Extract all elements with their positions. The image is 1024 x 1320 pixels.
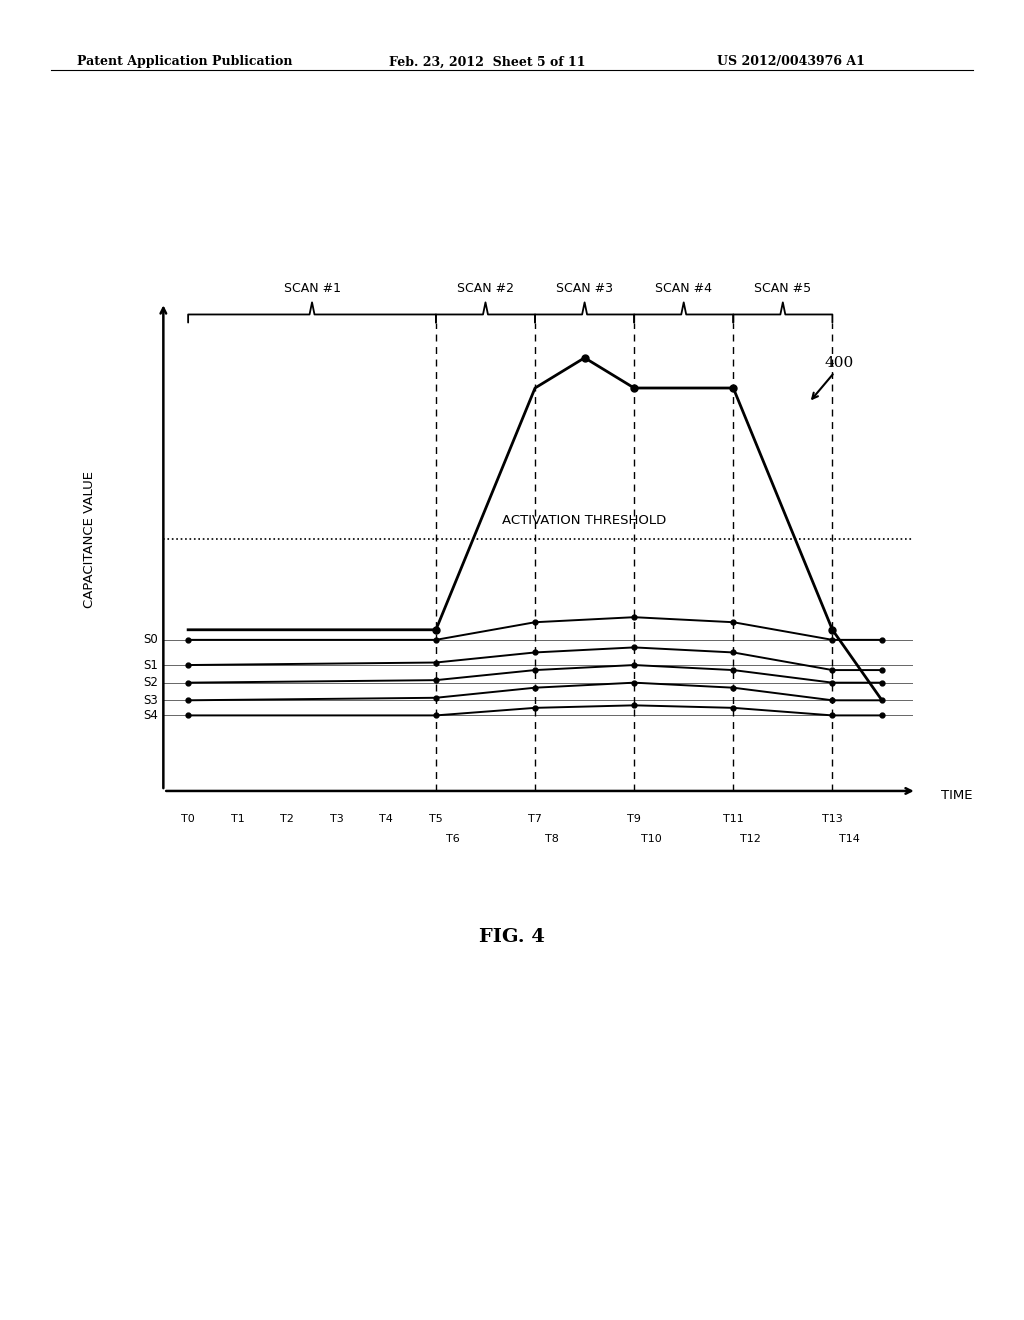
Text: T3: T3 xyxy=(330,813,344,824)
Text: T1: T1 xyxy=(230,813,245,824)
Text: T13: T13 xyxy=(822,813,843,824)
Text: 400: 400 xyxy=(824,355,854,370)
Text: TIME: TIME xyxy=(941,789,973,803)
Text: T5: T5 xyxy=(429,813,442,824)
Text: T8: T8 xyxy=(546,834,559,843)
Text: S3: S3 xyxy=(143,694,159,706)
Text: SCAN #5: SCAN #5 xyxy=(755,282,811,294)
Text: T6: T6 xyxy=(446,834,460,843)
Text: SCAN #2: SCAN #2 xyxy=(457,282,514,294)
Text: T0: T0 xyxy=(181,813,195,824)
Text: ACTIVATION THRESHOLD: ACTIVATION THRESHOLD xyxy=(503,513,667,527)
Text: SCAN #1: SCAN #1 xyxy=(284,282,341,294)
Text: T7: T7 xyxy=(528,813,542,824)
Text: CAPACITANCE VALUE: CAPACITANCE VALUE xyxy=(83,471,95,607)
Text: S2: S2 xyxy=(143,676,159,689)
Text: SCAN #3: SCAN #3 xyxy=(556,282,613,294)
Text: S4: S4 xyxy=(143,709,159,722)
Text: S1: S1 xyxy=(143,659,159,672)
Text: Patent Application Publication: Patent Application Publication xyxy=(77,55,292,69)
Text: FIG. 4: FIG. 4 xyxy=(479,928,545,946)
Text: T12: T12 xyxy=(740,834,761,843)
Text: T9: T9 xyxy=(628,813,641,824)
Text: SCAN #4: SCAN #4 xyxy=(655,282,713,294)
Text: T14: T14 xyxy=(840,834,860,843)
Text: T4: T4 xyxy=(380,813,393,824)
Text: Feb. 23, 2012  Sheet 5 of 11: Feb. 23, 2012 Sheet 5 of 11 xyxy=(389,55,586,69)
Text: T2: T2 xyxy=(281,813,294,824)
Text: US 2012/0043976 A1: US 2012/0043976 A1 xyxy=(717,55,864,69)
Text: T11: T11 xyxy=(723,813,743,824)
Text: T10: T10 xyxy=(641,834,662,843)
Text: S0: S0 xyxy=(143,634,159,647)
